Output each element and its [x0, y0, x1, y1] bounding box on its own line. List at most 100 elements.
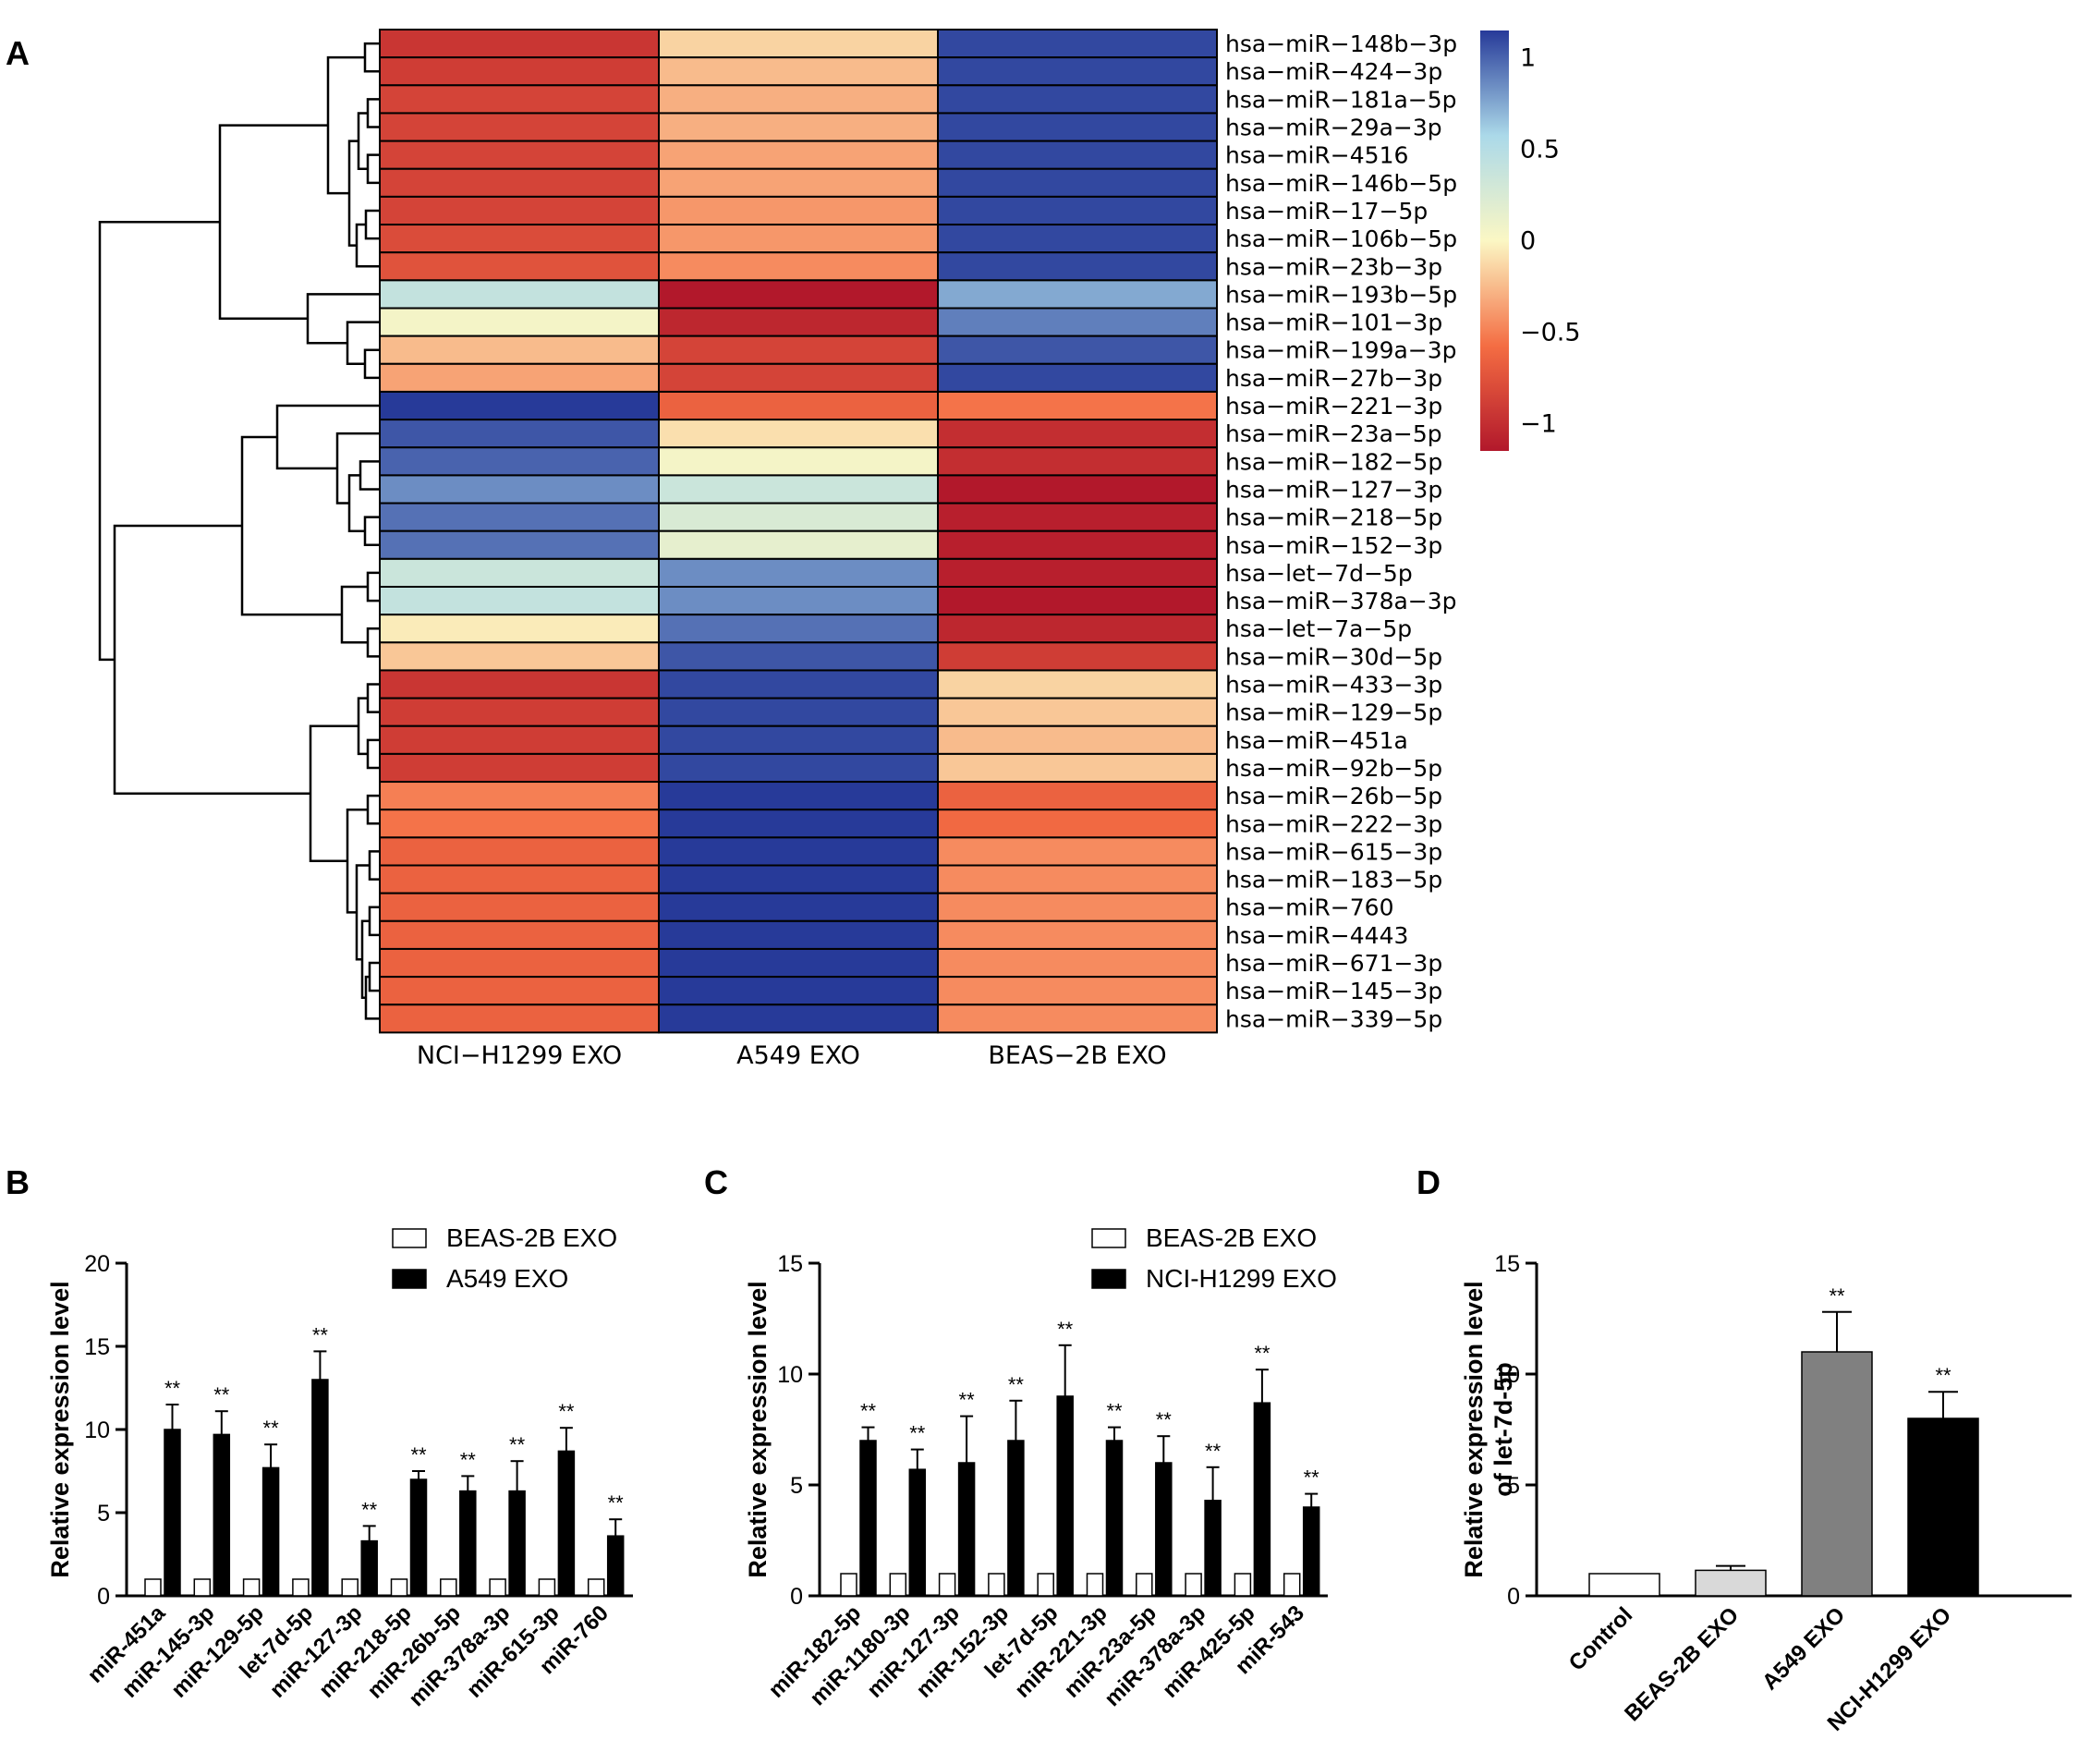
legend-label: BEAS-2B EXO — [446, 1223, 617, 1252]
heatmap-row-label: hsa−miR−181a−5p — [1225, 86, 1457, 113]
dendrogram-branch — [366, 683, 380, 713]
heatmap-cell — [937, 586, 1218, 616]
y-axis-label: of let-7d-5p — [1489, 1362, 1517, 1497]
heatmap-cell — [658, 752, 939, 784]
y-tick-label: 0 — [97, 1584, 110, 1610]
legend-label: A549 EXO — [446, 1264, 568, 1293]
heatmap-cell — [379, 724, 660, 755]
heatmap-cell — [658, 56, 939, 87]
significance-mark: ** — [1304, 1466, 1320, 1490]
heatmap-cell — [937, 335, 1218, 365]
heatmap-cell — [658, 167, 939, 198]
bar-treated — [1155, 1462, 1173, 1597]
dendrogram-branch — [366, 738, 380, 770]
heatmap-cell — [658, 279, 939, 310]
heatmap-cell — [937, 112, 1218, 142]
heatmap-cell — [658, 502, 939, 532]
heatmap-cell — [379, 251, 660, 282]
significance-mark: ** — [860, 1400, 877, 1423]
heatmap-row-label: hsa−miR−27b−3p — [1225, 365, 1442, 392]
dendrogram-branch — [363, 348, 380, 380]
heatmap-cell — [379, 641, 660, 672]
heatmap-cell — [658, 224, 939, 254]
dendrogram-branch — [366, 98, 380, 128]
heatmap-cell — [379, 112, 660, 142]
heatmap-row-label: hsa−miR−182−5p — [1225, 448, 1442, 475]
bar-control — [1136, 1573, 1153, 1597]
heatmap-cell — [937, 781, 1218, 811]
legend-swatch — [392, 1269, 427, 1289]
heatmap-cell — [658, 697, 939, 727]
significance-mark: ** — [1935, 1364, 1951, 1387]
heatmap-cell — [658, 307, 939, 337]
heatmap-cell — [658, 362, 939, 393]
heatmap-row-label: hsa−miR−23b−3p — [1225, 253, 1442, 280]
bar-control — [144, 1578, 162, 1597]
heatmap-row-label: hsa−miR−378a−3p — [1225, 588, 1457, 614]
legend-swatch — [392, 1228, 427, 1248]
dendrogram-branch — [364, 975, 380, 1020]
heatmap-cell — [937, 919, 1218, 950]
dendrogram-branch — [359, 460, 380, 491]
significance-mark: ** — [909, 1422, 926, 1445]
heatmap-cell — [937, 224, 1218, 254]
dendrogram-branch — [357, 697, 368, 756]
y-axis-label: Relative expression level — [46, 1281, 74, 1577]
heatmap-cell — [379, 752, 660, 784]
dendrogram-branch — [240, 435, 342, 616]
x-category-label: BEAS-2B EXO — [1620, 1602, 1744, 1726]
significance-mark: ** — [1829, 1284, 1845, 1308]
bar-treated — [459, 1490, 477, 1597]
heatmap-cell — [658, 1004, 939, 1034]
heatmap-cell — [937, 167, 1218, 198]
heatmap-cell — [379, 56, 660, 87]
heatmap-cell — [658, 29, 939, 59]
dendrogram-branch — [347, 474, 365, 532]
heatmap-row-label: hsa−let−7d−5p — [1225, 560, 1413, 587]
significance-mark: ** — [312, 1323, 329, 1346]
heatmap-cell — [379, 947, 660, 979]
heatmap-column-label: BEAS−2B EXO — [988, 1041, 1166, 1070]
bar-control — [1086, 1573, 1104, 1597]
heatmap-row-label: hsa−miR−101−3p — [1225, 310, 1442, 336]
bar-treated — [1105, 1440, 1124, 1597]
heatmap-cell — [937, 474, 1218, 505]
heatmap-column-label: NCI−H1299 EXO — [417, 1041, 622, 1070]
dendrogram-branch — [366, 627, 380, 658]
dendrogram-branch — [98, 220, 220, 662]
significance-mark: ** — [1057, 1318, 1074, 1341]
heatmap-row-label: hsa−miR−17−5p — [1225, 198, 1428, 225]
bar-control — [988, 1573, 1005, 1597]
significance-mark: ** — [558, 1400, 575, 1423]
heatmap-cell — [937, 1004, 1218, 1034]
significance-mark: ** — [1254, 1342, 1270, 1365]
dendrogram-branch — [366, 571, 380, 602]
bar-treated — [1204, 1500, 1222, 1597]
heatmap-cell — [937, 557, 1218, 588]
colorbar-tick-label: 1 — [1520, 44, 1536, 73]
heatmap-cell — [379, 864, 660, 894]
heatmap-cell — [937, 419, 1218, 449]
heatmap-cell — [658, 335, 939, 365]
heatmap-cell — [379, 809, 660, 839]
heatmap-row-label: hsa−miR−30d−5p — [1225, 643, 1442, 670]
bar-control — [242, 1578, 261, 1597]
bar-treated — [508, 1490, 526, 1597]
bar-control — [587, 1578, 605, 1597]
heatmap-cell — [937, 947, 1218, 979]
heatmap-cell — [937, 390, 1218, 421]
bar-treated — [1007, 1440, 1025, 1597]
heatmap-dendrogram — [98, 42, 380, 1020]
bar-control — [1037, 1573, 1054, 1597]
heatmap-row-label: hsa−miR−424−3p — [1225, 58, 1442, 85]
heatmap-cell — [937, 641, 1218, 672]
bar-control — [889, 1573, 907, 1597]
heatmap-cell — [379, 1004, 660, 1034]
heatmap-cell — [658, 809, 939, 839]
bar-treated — [859, 1440, 877, 1597]
heatmap-row-label: hsa−miR−106b−5p — [1225, 225, 1457, 252]
bar-control — [292, 1578, 310, 1597]
bar-treated — [360, 1539, 378, 1597]
y-tick-label: 15 — [84, 1334, 110, 1360]
heatmap-cell — [658, 446, 939, 477]
